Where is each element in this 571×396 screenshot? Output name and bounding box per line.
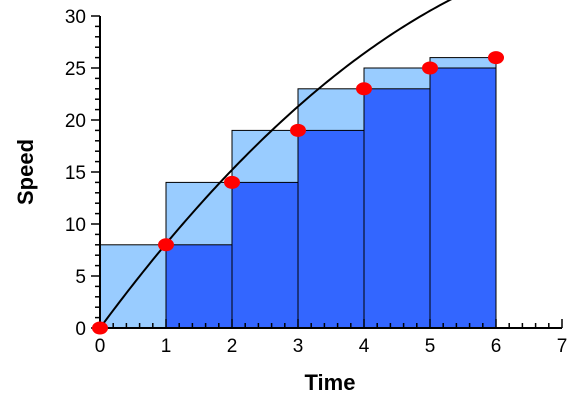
lower-bar	[165, 244, 233, 329]
x-tick-label: 3	[293, 336, 304, 357]
lower-bar	[297, 129, 365, 329]
y-tick-label: 0	[75, 319, 86, 340]
x-axis-title: Time	[305, 370, 356, 395]
y-axis-title: Speed	[13, 139, 38, 205]
data-point	[422, 61, 438, 75]
x-tick-label: 2	[227, 336, 238, 357]
data-point	[224, 175, 240, 189]
data-point	[290, 123, 306, 137]
data-point	[488, 51, 504, 65]
y-tick-label: 25	[65, 59, 86, 80]
lower-bar	[231, 181, 299, 329]
lower-bar	[429, 67, 497, 329]
y-tick-label: 10	[65, 215, 86, 236]
data-point	[92, 321, 108, 335]
lower-bar	[363, 88, 431, 329]
data-points	[92, 51, 504, 335]
x-tick-label: 5	[425, 336, 436, 357]
data-point	[356, 82, 372, 96]
data-point	[158, 238, 174, 252]
x-tick-label: 0	[95, 336, 106, 357]
y-tick-label: 30	[65, 7, 86, 28]
y-tick-label: 20	[65, 111, 86, 132]
y-tick-label: 15	[65, 163, 86, 184]
lower-bars	[165, 67, 497, 329]
x-tick-label: 4	[359, 336, 370, 357]
x-tick-label: 7	[557, 336, 568, 357]
x-tick-label: 1	[161, 336, 172, 357]
axes: 0 1 2 3 4 5 6 7 0 5 10 15 20 25 30	[65, 7, 567, 357]
x-tick-label: 6	[491, 336, 502, 357]
y-tick-label: 5	[75, 267, 86, 288]
